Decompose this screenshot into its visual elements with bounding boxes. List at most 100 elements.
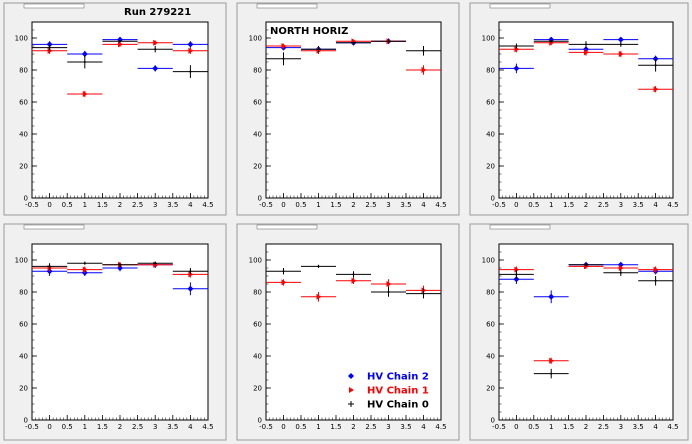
data-point-chain1 <box>549 357 555 364</box>
panel-title-tab <box>256 224 318 230</box>
data-point-chain2 <box>617 36 624 43</box>
data-point-chain2 <box>81 51 88 57</box>
x-tick-label: 0.5 <box>62 423 73 431</box>
x-tick-label: 1.5 <box>563 423 574 431</box>
x-tick-label: 2 <box>584 423 588 431</box>
x-tick-label: 1.5 <box>330 423 341 431</box>
y-tick-label: 80 <box>19 289 28 297</box>
data-point-chain1 <box>188 47 194 54</box>
x-tick-label: 4.5 <box>435 423 446 431</box>
x-tick-label: 1.5 <box>97 201 108 209</box>
data-point-chain0 <box>654 279 657 282</box>
x-tick-label: 4.5 <box>667 201 678 209</box>
data-point-chain1 <box>653 266 659 273</box>
x-tick-label: 4.5 <box>202 423 213 431</box>
y-tick-label: 60 <box>486 321 495 329</box>
y-tick-label: 20 <box>486 163 495 171</box>
data-point-chain1 <box>153 39 159 46</box>
chart-panel-1: -0.5 0 0.5 1 1.5 2 2.5 3 3.5 4 4.5020406080100Run … <box>3 2 227 216</box>
x-tick-label: 0.5 <box>295 423 306 431</box>
x-tick-label: 4.5 <box>202 201 213 209</box>
y-tick-label: 40 <box>253 131 262 139</box>
data-point-chain1 <box>281 43 287 49</box>
x-tick-label: 0 <box>514 201 518 209</box>
plot-area <box>31 21 209 199</box>
x-tick-label: 0 <box>281 423 285 431</box>
data-point-chain0 <box>654 64 657 67</box>
data-point-chain0 <box>352 273 355 276</box>
y-tick-label: 20 <box>253 385 262 393</box>
data-point-chain0 <box>154 262 157 265</box>
y-tick-label: 60 <box>253 321 262 329</box>
x-tick-label: 2.5 <box>132 423 143 431</box>
x-tick-label: 2.5 <box>132 201 143 209</box>
legend-marker-chain1 <box>349 387 354 393</box>
data-point-chain0 <box>352 41 355 44</box>
legend-label-chain1: HV Chain 1 <box>367 386 429 397</box>
data-point-chain1 <box>584 49 589 56</box>
plot-area <box>498 243 674 421</box>
panel-title-tab <box>489 3 551 9</box>
x-tick-label: 3.5 <box>400 201 411 209</box>
x-tick-label: 0.5 <box>295 201 306 209</box>
data-point-chain1 <box>514 46 520 53</box>
data-point-chain2 <box>548 293 555 300</box>
x-tick-label: 2 <box>351 423 355 431</box>
y-tick-label: 20 <box>486 385 495 393</box>
data-point-chain0 <box>317 48 320 51</box>
x-tick-label: 1.5 <box>330 201 341 209</box>
x-tick-label: 0.5 <box>528 201 539 209</box>
data-point-chain1 <box>118 41 123 48</box>
data-point-chain0 <box>619 43 622 46</box>
data-point-chain1 <box>618 265 624 271</box>
y-tick-label: 40 <box>486 353 495 361</box>
y-tick-label: 60 <box>486 99 495 107</box>
x-tick-label: 3.5 <box>400 423 411 431</box>
y-tick-label: 0 <box>24 195 28 203</box>
data-point-chain1 <box>351 277 357 284</box>
data-point-chain1 <box>386 281 392 287</box>
y-tick-label: 80 <box>486 289 495 297</box>
y-tick-label: 60 <box>19 99 28 107</box>
y-tick-label: 40 <box>19 131 28 139</box>
y-tick-label: 100 <box>249 257 262 265</box>
y-tick-label: 100 <box>482 257 495 265</box>
data-point-chain1 <box>653 86 659 93</box>
x-tick-label: 3 <box>619 201 623 209</box>
x-tick-label: 1.5 <box>97 423 108 431</box>
y-tick-label: 20 <box>19 385 28 393</box>
x-tick-label: 2 <box>584 201 588 209</box>
x-tick-label: 4 <box>653 423 658 431</box>
x-tick-label: 2.5 <box>598 201 609 209</box>
y-tick-label: 40 <box>19 353 28 361</box>
x-tick-label: -0.5 <box>492 201 506 209</box>
x-tick-label: 3.5 <box>633 423 644 431</box>
panel-title-tab <box>23 224 85 230</box>
x-tick-label: 4 <box>188 423 193 431</box>
data-point-chain1 <box>281 279 287 286</box>
x-tick-label: 4.5 <box>435 201 446 209</box>
x-tick-label: 1 <box>549 423 553 431</box>
x-tick-label: -0.5 <box>259 201 273 209</box>
x-tick-label: 3 <box>153 423 157 431</box>
data-point-chain1 <box>618 51 624 57</box>
x-tick-label: 4 <box>421 201 426 209</box>
x-tick-label: 0 <box>514 423 518 431</box>
y-tick-label: 0 <box>258 417 262 425</box>
data-point-chain0 <box>48 46 51 49</box>
legend-marker-chain2 <box>348 373 354 379</box>
y-tick-label: 20 <box>19 163 28 171</box>
legend: HV Chain 2 HV Chain 1 HV Chain 0 <box>348 372 429 411</box>
data-point-chain2 <box>187 285 194 292</box>
plot-area <box>265 21 442 199</box>
panel-title-tab <box>23 3 85 9</box>
data-point-chain0 <box>550 372 553 375</box>
data-point-chain0 <box>387 40 390 43</box>
y-tick-label: 100 <box>15 257 28 265</box>
y-tick-label: 80 <box>486 67 495 75</box>
panel-title-tab <box>489 224 551 230</box>
